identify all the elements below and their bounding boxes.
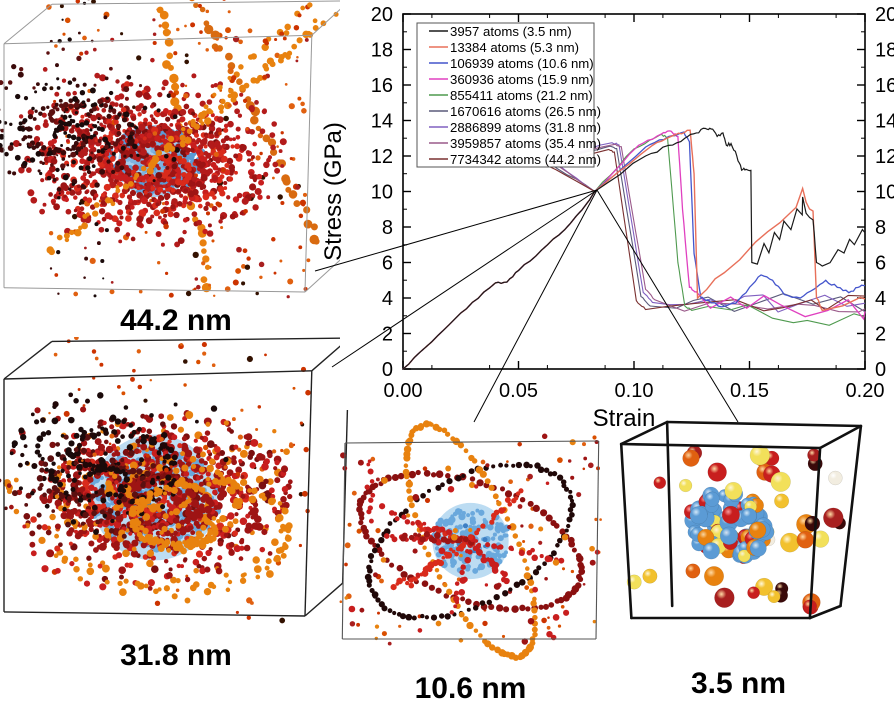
svg-text:0.05: 0.05 — [499, 380, 538, 402]
svg-text:16: 16 — [371, 75, 393, 97]
svg-text:0.10: 0.10 — [615, 380, 654, 402]
svg-text:10.6 nm: 10.6 nm — [415, 672, 527, 705]
svg-text:16: 16 — [875, 75, 894, 97]
svg-text:0.15: 0.15 — [730, 380, 769, 402]
svg-text:6: 6 — [382, 253, 393, 275]
svg-text:6: 6 — [875, 253, 886, 275]
svg-text:20: 20 — [875, 4, 894, 26]
svg-text:20: 20 — [371, 4, 393, 26]
svg-text:18: 18 — [875, 40, 894, 62]
svg-text:31.8 nm: 31.8 nm — [120, 639, 232, 672]
svg-text:8: 8 — [382, 217, 393, 239]
svg-text:10: 10 — [875, 182, 894, 204]
svg-text:18: 18 — [371, 40, 393, 62]
svg-text:3.5 nm: 3.5 nm — [691, 667, 786, 700]
svg-text:4: 4 — [382, 288, 393, 310]
svg-text:2: 2 — [875, 324, 886, 346]
svg-text:0: 0 — [875, 359, 886, 381]
svg-text:10: 10 — [371, 182, 393, 204]
svg-text:12: 12 — [371, 146, 393, 168]
svg-text:14: 14 — [875, 111, 894, 133]
svg-text:0: 0 — [382, 359, 393, 381]
svg-text:2: 2 — [382, 324, 393, 346]
svg-text:4: 4 — [875, 288, 886, 310]
svg-text:0.20: 0.20 — [846, 380, 885, 402]
svg-text:Stress (GPa): Stress (GPa) — [320, 122, 347, 261]
svg-text:8: 8 — [875, 217, 886, 239]
svg-text:14: 14 — [371, 111, 393, 133]
svg-text:12: 12 — [875, 146, 894, 168]
svg-text:0.00: 0.00 — [384, 380, 423, 402]
svg-text:Strain: Strain — [593, 405, 656, 432]
